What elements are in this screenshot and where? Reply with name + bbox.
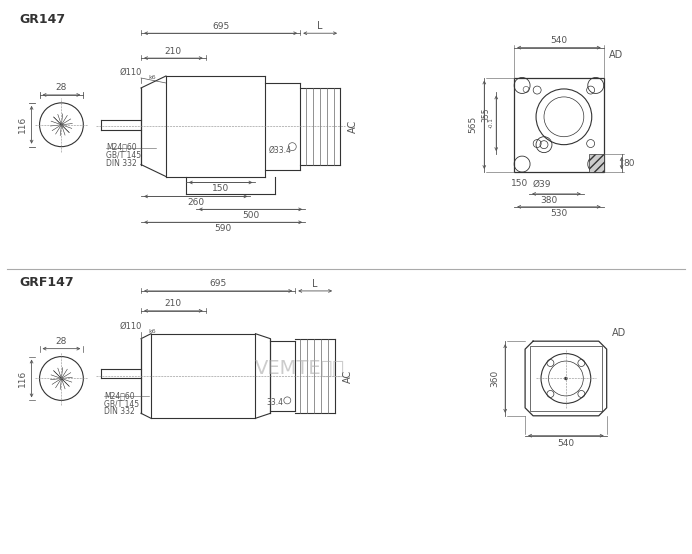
Text: 210: 210	[165, 47, 182, 55]
Text: AC: AC	[348, 120, 358, 133]
Text: 150: 150	[212, 184, 229, 193]
Text: Ø110: Ø110	[120, 322, 143, 331]
Text: Ø110: Ø110	[120, 68, 143, 77]
Text: GB/T 145: GB/T 145	[104, 399, 139, 408]
Text: L: L	[318, 21, 323, 31]
Text: 150: 150	[511, 179, 528, 188]
Text: GB/T 145: GB/T 145	[106, 151, 141, 160]
Text: VEMTE传动: VEMTE传动	[255, 359, 345, 378]
Text: M24深60: M24深60	[104, 391, 135, 401]
Text: AD: AD	[609, 50, 623, 60]
Bar	[530, 346, 602, 411]
Text: 590: 590	[215, 224, 232, 233]
Text: 540: 540	[550, 36, 567, 45]
Text: 565: 565	[468, 116, 477, 134]
Text: 695: 695	[212, 22, 229, 31]
Text: 500: 500	[242, 211, 259, 220]
Text: Ø33.4: Ø33.4	[269, 146, 292, 155]
Text: 116: 116	[18, 116, 27, 134]
Text: 28: 28	[56, 337, 67, 346]
Text: 260: 260	[188, 198, 204, 207]
Bar	[514, 78, 603, 172]
Text: 80: 80	[623, 158, 635, 167]
Text: 33.4: 33.4	[267, 398, 284, 407]
Text: GRF147: GRF147	[19, 276, 74, 289]
Text: 380: 380	[540, 196, 558, 206]
Text: AD: AD	[612, 328, 626, 338]
Text: GR147: GR147	[19, 13, 66, 27]
Text: 530: 530	[550, 209, 567, 218]
Circle shape	[565, 377, 567, 380]
Text: 28: 28	[56, 84, 67, 93]
Text: 355: 355	[482, 107, 491, 122]
Text: L: L	[312, 279, 318, 289]
Text: AC: AC	[343, 370, 353, 383]
Text: M24深60: M24深60	[106, 142, 137, 152]
Text: DIN 332: DIN 332	[106, 158, 137, 167]
Text: k6: k6	[148, 329, 156, 334]
Text: 360: 360	[491, 370, 500, 387]
Bar	[589, 154, 603, 172]
Text: Ø39: Ø39	[533, 179, 552, 188]
Text: 695: 695	[210, 279, 227, 289]
Text: 116: 116	[18, 370, 27, 387]
Text: -0.1: -0.1	[489, 117, 494, 128]
Text: 540: 540	[557, 439, 574, 448]
Text: 210: 210	[165, 299, 182, 309]
Text: DIN 332: DIN 332	[104, 407, 135, 416]
Text: k6: k6	[148, 75, 156, 80]
